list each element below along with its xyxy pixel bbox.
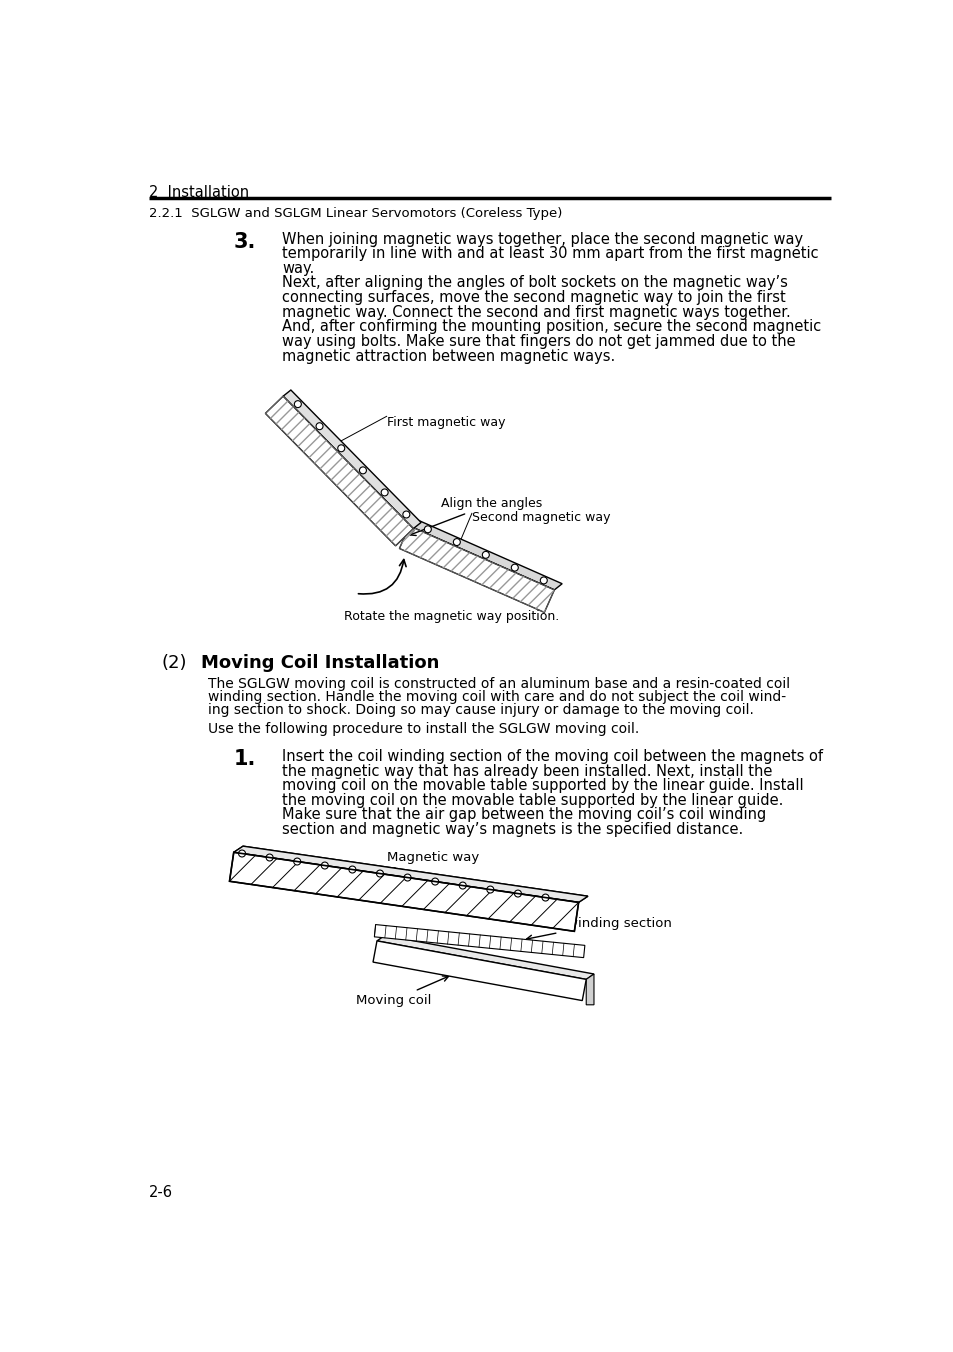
Circle shape bbox=[294, 400, 301, 407]
Text: 2  Installation: 2 Installation bbox=[149, 185, 249, 200]
Polygon shape bbox=[399, 526, 554, 612]
Text: winding section. Handle the moving coil with care and do not subject the coil wi: winding section. Handle the moving coil … bbox=[208, 690, 785, 703]
Polygon shape bbox=[233, 846, 587, 902]
Circle shape bbox=[381, 489, 388, 496]
Text: Moving coil: Moving coil bbox=[355, 976, 448, 1007]
Circle shape bbox=[431, 877, 438, 886]
Circle shape bbox=[376, 871, 383, 877]
Circle shape bbox=[404, 875, 411, 882]
Text: Moving Coil Installation: Moving Coil Installation bbox=[200, 653, 438, 672]
Text: way.: way. bbox=[282, 261, 314, 276]
Text: magnetic way. Connect the second and first magnetic ways together.: magnetic way. Connect the second and fir… bbox=[282, 304, 790, 319]
Text: First magnetic way: First magnetic way bbox=[386, 416, 504, 430]
Polygon shape bbox=[585, 973, 594, 1005]
Circle shape bbox=[482, 552, 489, 558]
Circle shape bbox=[238, 850, 245, 857]
Circle shape bbox=[359, 466, 366, 473]
Circle shape bbox=[337, 445, 344, 452]
Text: moving coil on the movable table supported by the linear guide. Install: moving coil on the movable table support… bbox=[282, 779, 802, 794]
Circle shape bbox=[294, 859, 300, 865]
Circle shape bbox=[424, 526, 431, 533]
Text: way using bolts. Make sure that fingers do not get jammed due to the: way using bolts. Make sure that fingers … bbox=[282, 334, 795, 349]
Text: 3.: 3. bbox=[233, 231, 256, 251]
Text: temporarily in line with and at least 30 mm apart from the first magnetic: temporarily in line with and at least 30… bbox=[282, 246, 818, 261]
Text: Align the angles: Align the angles bbox=[410, 498, 541, 535]
Text: Use the following procedure to install the SGLGW moving coil.: Use the following procedure to install t… bbox=[208, 722, 639, 735]
Circle shape bbox=[511, 564, 517, 571]
Text: 1.: 1. bbox=[233, 749, 256, 769]
Polygon shape bbox=[233, 846, 587, 902]
Polygon shape bbox=[265, 396, 413, 546]
Text: (2): (2) bbox=[162, 653, 187, 672]
Polygon shape bbox=[283, 389, 420, 529]
Circle shape bbox=[541, 894, 548, 900]
Circle shape bbox=[321, 863, 328, 869]
Text: When joining magnetic ways together, place the second magnetic way: When joining magnetic ways together, pla… bbox=[282, 231, 802, 246]
FancyArrowPatch shape bbox=[358, 560, 406, 594]
Text: Make sure that the air gap between the moving coil’s coil winding: Make sure that the air gap between the m… bbox=[282, 807, 765, 822]
Text: section and magnetic way’s magnets is the specified distance.: section and magnetic way’s magnets is th… bbox=[282, 822, 742, 837]
Text: Insert the coil winding section of the moving coil between the magnets of: Insert the coil winding section of the m… bbox=[282, 749, 822, 764]
Polygon shape bbox=[374, 925, 584, 957]
Text: Rotate the magnetic way position.: Rotate the magnetic way position. bbox=[344, 610, 558, 623]
Text: the magnetic way that has already been installed. Next, install the: the magnetic way that has already been i… bbox=[282, 764, 772, 779]
Polygon shape bbox=[230, 852, 578, 932]
Circle shape bbox=[349, 867, 355, 873]
Text: Coil winding section: Coil winding section bbox=[526, 917, 671, 941]
Circle shape bbox=[453, 538, 460, 545]
Circle shape bbox=[486, 886, 494, 894]
Circle shape bbox=[266, 854, 273, 861]
Polygon shape bbox=[409, 519, 561, 589]
Text: Next, after aligning the angles of bolt sockets on the magnetic way’s: Next, after aligning the angles of bolt … bbox=[282, 276, 787, 291]
Text: 2-6: 2-6 bbox=[149, 1184, 172, 1199]
Circle shape bbox=[402, 511, 410, 518]
Circle shape bbox=[514, 890, 521, 896]
Text: magnetic attraction between magnetic ways.: magnetic attraction between magnetic way… bbox=[282, 349, 615, 364]
Text: the moving coil on the movable table supported by the linear guide.: the moving coil on the movable table sup… bbox=[282, 792, 782, 808]
Text: Magnetic way: Magnetic way bbox=[359, 852, 478, 879]
Circle shape bbox=[458, 882, 466, 890]
Circle shape bbox=[315, 423, 323, 430]
Text: connecting surfaces, move the second magnetic way to join the first: connecting surfaces, move the second mag… bbox=[282, 291, 785, 306]
Polygon shape bbox=[373, 941, 585, 1000]
Text: And, after confirming the mounting position, secure the second magnetic: And, after confirming the mounting posit… bbox=[282, 319, 821, 334]
Polygon shape bbox=[376, 936, 594, 979]
Circle shape bbox=[539, 577, 547, 584]
Text: ing section to shock. Doing so may cause injury or damage to the moving coil.: ing section to shock. Doing so may cause… bbox=[208, 703, 754, 717]
Text: 2.2.1  SGLGW and SGLGM Linear Servomotors (Coreless Type): 2.2.1 SGLGW and SGLGM Linear Servomotors… bbox=[149, 207, 561, 220]
Text: Second magnetic way: Second magnetic way bbox=[472, 511, 610, 525]
Text: The SGLGW moving coil is constructed of an aluminum base and a resin-coated coil: The SGLGW moving coil is constructed of … bbox=[208, 676, 790, 691]
